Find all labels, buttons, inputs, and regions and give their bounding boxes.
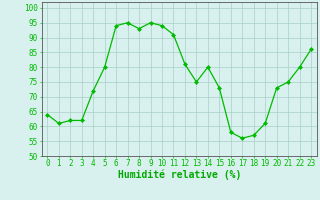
X-axis label: Humidité relative (%): Humidité relative (%) bbox=[117, 170, 241, 180]
